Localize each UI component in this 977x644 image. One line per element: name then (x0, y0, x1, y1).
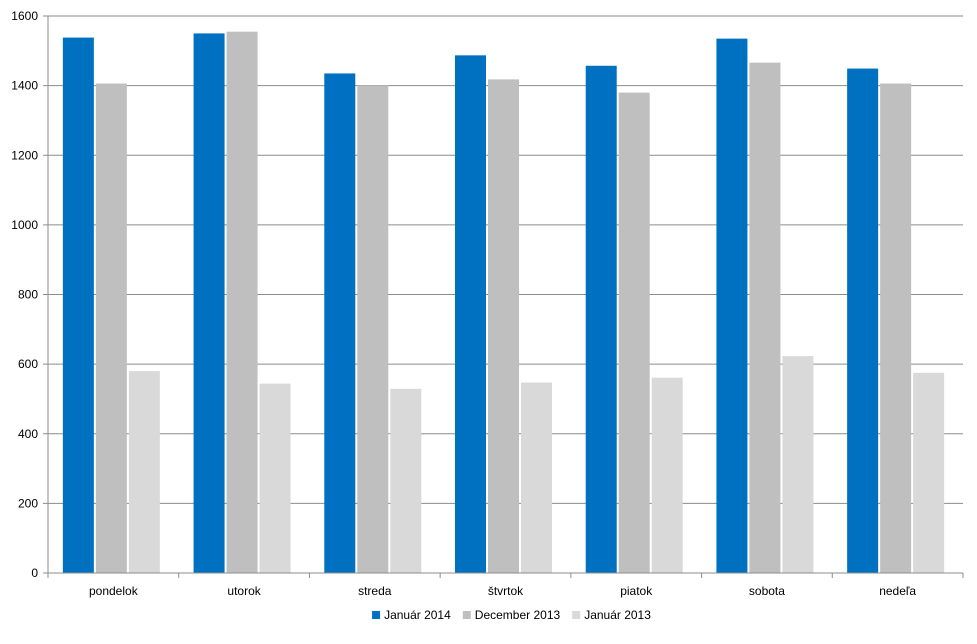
y-tick-label: 600 (18, 357, 38, 371)
axes: 0 200 400 600 800 1000 1200 1400 1600 pondelok uto… (11, 9, 964, 598)
legend-swatch (572, 611, 581, 619)
legend-label: Január 2014 (384, 608, 451, 622)
bar (716, 38, 748, 574)
legend-swatch (462, 611, 471, 619)
bar (193, 33, 225, 573)
y-tick-label: 800 (18, 288, 38, 302)
bar (651, 377, 683, 573)
bar (357, 85, 389, 573)
bar (62, 37, 94, 574)
x-tick-label: utorok (227, 584, 261, 598)
x-tick-label: sobota (749, 584, 785, 598)
bar (880, 83, 912, 573)
bar (128, 371, 160, 573)
bar (521, 382, 552, 573)
x-tick-label: nedeľa (879, 584, 916, 598)
x-tick-label: pondelok (89, 584, 139, 598)
bar (488, 79, 519, 573)
legend-swatch (372, 611, 381, 619)
y-tick-label: 200 (18, 496, 38, 510)
bar (585, 65, 617, 574)
legend: Január 2014 December 2013 Január 2013 (372, 608, 651, 622)
bar (259, 383, 291, 573)
y-tick-label: 0 (31, 566, 38, 580)
bar (782, 356, 814, 573)
bar (95, 83, 127, 573)
y-tick-label: 400 (18, 427, 38, 441)
y-tick-label: 1600 (11, 9, 38, 23)
legend-label: Január 2013 (584, 608, 651, 622)
x-tick-label: štvrtok (488, 584, 524, 598)
bar (226, 31, 258, 573)
x-tick-label: streda (358, 584, 392, 598)
bars (62, 31, 945, 574)
legend-label: December 2013 (475, 608, 561, 622)
bar (455, 55, 486, 573)
bar (618, 92, 650, 574)
bar (390, 388, 422, 573)
bar (749, 62, 781, 574)
y-tick-label: 1200 (11, 148, 38, 162)
x-tick-label: piatok (620, 584, 653, 598)
y-tick-label: 1400 (11, 79, 38, 93)
bar (847, 68, 879, 574)
bar (913, 372, 945, 573)
y-tick-label: 1000 (11, 218, 38, 232)
bar (324, 73, 356, 574)
